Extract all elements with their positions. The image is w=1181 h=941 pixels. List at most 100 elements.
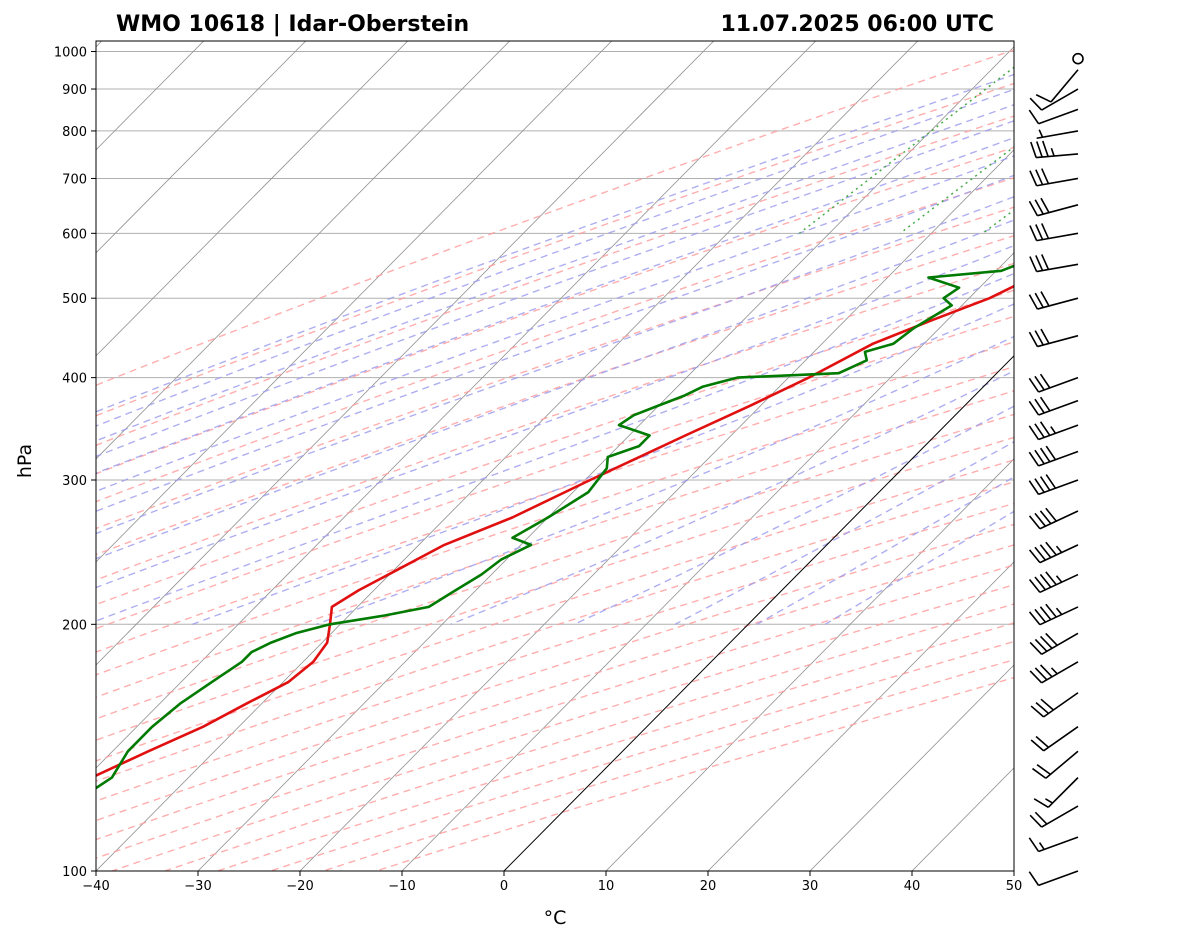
barb-flag (1034, 667, 1048, 681)
y-tick-label: 300 (62, 474, 87, 489)
barb-flag (1029, 670, 1043, 684)
dry-adiabat-line (96, 459, 1014, 762)
barb-shaft (1036, 263, 1079, 273)
y-tick-label: 100 (62, 865, 87, 880)
moist-adiabat-line (96, 155, 1014, 493)
barb-shaft (1041, 88, 1079, 111)
barb-shaft (1050, 69, 1079, 103)
dry-adiabat-line (96, 49, 1014, 386)
barb-flag (1045, 445, 1057, 461)
plot-frame (95, 40, 1015, 872)
wind-barb (1029, 632, 1079, 656)
dry-adiabat-line (96, 436, 1014, 741)
wind-barb (1029, 223, 1079, 242)
barb-shaft (1037, 204, 1079, 217)
barb-flag (1028, 425, 1040, 440)
barb-shaft (1041, 805, 1079, 828)
barb-flag (1032, 767, 1047, 779)
barb-flag (1029, 641, 1043, 655)
x-tick-label: 0 (500, 879, 508, 894)
dry-adiabat-line (96, 234, 1014, 556)
barb-flag (1035, 169, 1044, 186)
barb-flag (1034, 608, 1046, 623)
barb-flag (1035, 224, 1044, 240)
barb-shaft (1038, 479, 1079, 496)
barb-flag (1039, 544, 1052, 559)
barb-flag (1034, 546, 1046, 561)
barb-flag (1034, 811, 1048, 825)
wind-barb (1036, 129, 1079, 140)
barb-shaft (1036, 177, 1079, 187)
wind-barb (1028, 603, 1079, 626)
x-tick-label: 10 (598, 879, 615, 894)
barb-shaft (1036, 153, 1079, 159)
barb-shaft (1038, 399, 1079, 416)
barb-shaft (1043, 726, 1079, 752)
barb-flag (1035, 255, 1044, 271)
barb-flag (1040, 197, 1050, 213)
pressure-grid (96, 51, 1014, 871)
x-axis-label: °C (544, 907, 567, 929)
barb-shaft (1037, 297, 1079, 310)
wind-barb (1028, 421, 1079, 441)
x-tick-label: 20 (700, 879, 717, 894)
barb-shaft (1039, 606, 1079, 626)
moist-adiabat-line (96, 174, 1014, 513)
wind-barb (1033, 777, 1079, 809)
barb-shaft (1039, 544, 1079, 564)
y-axis-label: hPa (14, 444, 36, 478)
wind-barb (1029, 805, 1079, 828)
sounding-series (96, 264, 1014, 790)
wind-barb (1028, 541, 1079, 564)
barb-flag (1034, 638, 1048, 652)
barb-flag (1041, 140, 1049, 157)
dry-adiabat-line (96, 481, 1014, 782)
wind-barb (1029, 88, 1079, 111)
moist-adiabat-line (316, 335, 1014, 625)
y-tick-label: 900 (62, 83, 87, 98)
barb-shaft (1041, 661, 1079, 684)
moist-adiabat-lines (96, 73, 1014, 625)
barb-half-flag (1038, 129, 1044, 138)
barb-flag (1039, 664, 1053, 678)
zero-isotherm-line (503, 355, 1014, 871)
barb-flag (1030, 141, 1037, 158)
x-tick-label: 40 (904, 879, 921, 894)
isotherm-line (96, 41, 919, 871)
barb-flag (1029, 225, 1038, 241)
barb-flag (1039, 447, 1051, 463)
barb-flag (1028, 515, 1041, 530)
isotherm-line (96, 41, 613, 563)
barb-shaft (1037, 334, 1079, 348)
wind-barb (1028, 108, 1079, 125)
dry-adiabat-line (96, 523, 1014, 822)
barb-shaft (1039, 573, 1079, 594)
barb-half-flag (1050, 426, 1057, 434)
barb-shaft (1036, 232, 1079, 242)
dry-adiabat-lines (96, 49, 1014, 871)
chart-title-right: 11.07.2025 06:00 UTC (720, 12, 994, 37)
barb-flag (1028, 109, 1040, 125)
moist-adiabat-line (192, 303, 1014, 625)
moist-adiabat-line (96, 88, 1014, 427)
barb-flag (1040, 328, 1050, 344)
barb-flag (1028, 549, 1041, 564)
barb-flag (1033, 798, 1049, 809)
barb-flag (1045, 603, 1057, 618)
wind-barb (1028, 474, 1079, 496)
barb-flag (1028, 200, 1039, 217)
dry-adiabat-line (96, 262, 1014, 581)
x-tick-label: 50 (1006, 879, 1023, 894)
barb-shaft (1038, 424, 1079, 441)
barb-half-flag (1045, 798, 1053, 804)
barb-shaft (1041, 632, 1079, 656)
dewpoint-line (96, 264, 1014, 790)
isotherm-line (401, 252, 1014, 871)
barb-flag (1035, 702, 1050, 715)
wind-barb (1029, 168, 1079, 187)
x-tick-label: −40 (82, 879, 109, 894)
barb-flag (1039, 421, 1051, 436)
moist-adiabat-line (96, 195, 1014, 535)
isotherm-line (707, 561, 1014, 871)
